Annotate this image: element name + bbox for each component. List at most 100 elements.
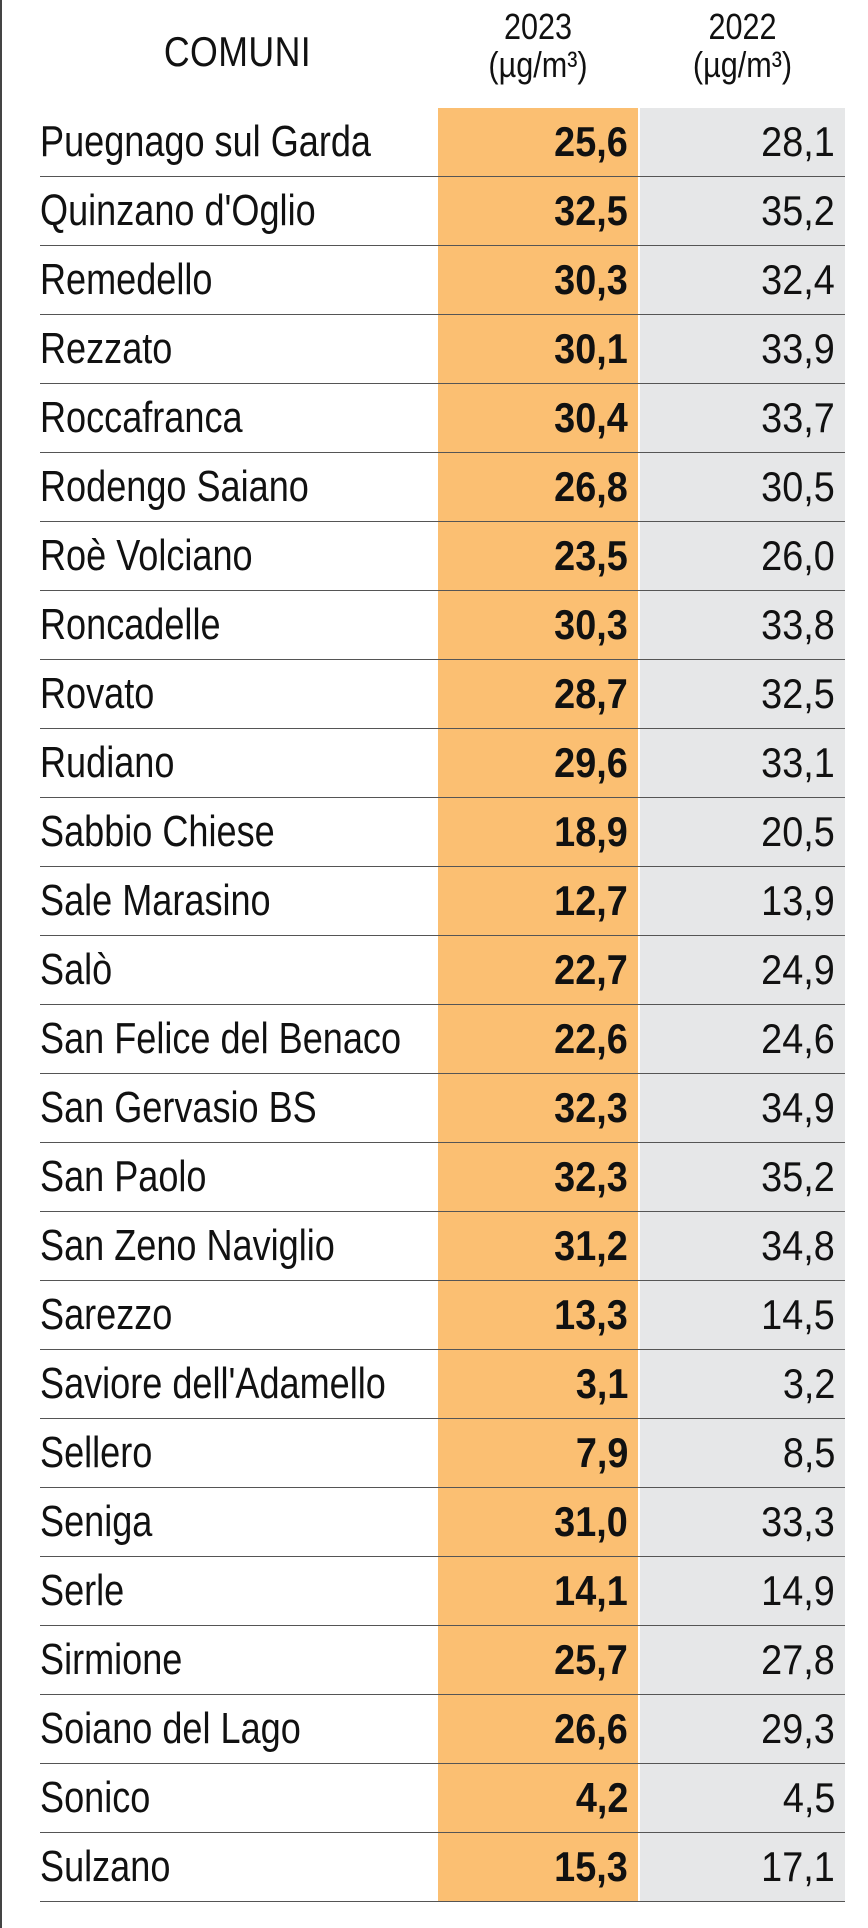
value-2022: 34,8 (640, 1212, 835, 1280)
comune-name: Rezzato (40, 324, 173, 373)
value-2022: 14,9 (640, 1557, 835, 1625)
value-2023-text: 32,5 (554, 187, 628, 234)
comune-name: Sulzano (40, 1842, 171, 1891)
value-2022-text: 14,9 (761, 1567, 835, 1614)
header-2022-unit: (µg/m³) (692, 44, 793, 85)
comune-name: Salò (40, 945, 113, 994)
value-2023-text: 26,6 (554, 1705, 628, 1752)
table-row: Sabbio Chiese 18,9 20,5 (40, 798, 845, 867)
value-2023: 30,3 (438, 246, 628, 314)
value-2023: 22,6 (438, 1005, 628, 1073)
value-2023: 30,1 (438, 315, 628, 383)
comune-name: San Felice del Benaco (40, 1014, 402, 1063)
header-2023-unit: (µg/m³) (488, 44, 588, 85)
table-body: Puegnago sul Garda 25,6 28,1 Quinzano d'Ogl… (40, 108, 845, 1902)
table-row: San Zeno Naviglio 31,2 34,8 (40, 1212, 845, 1281)
value-2023-text: 29,6 (554, 739, 628, 786)
value-2022-text: 33,9 (761, 325, 835, 372)
value-2022: 30,5 (640, 453, 835, 521)
value-2022: 33,3 (640, 1488, 835, 1556)
value-2023-text: 25,7 (554, 1636, 628, 1683)
value-2022: 26,0 (640, 522, 835, 590)
value-2023: 22,7 (438, 936, 628, 1004)
value-2022: 27,8 (640, 1626, 835, 1694)
value-2022: 32,4 (640, 246, 835, 314)
value-2022-text: 13,9 (761, 877, 835, 924)
value-2022-text: 24,9 (761, 946, 835, 993)
value-2023: 32,3 (438, 1143, 628, 1211)
table-row: Quinzano d'Oglio 32,5 35,2 (40, 177, 845, 246)
table-row: San Felice del Benaco 22,6 24,6 (40, 1005, 845, 1074)
value-2022: 24,9 (640, 936, 835, 1004)
table-row: Rezzato 30,1 33,9 (40, 315, 845, 384)
value-2022-text: 35,2 (761, 1153, 835, 1200)
header-2023: 2023 (µg/m³) (438, 8, 638, 84)
value-2022-text: 33,8 (761, 601, 835, 648)
value-2023-text: 7,9 (575, 1429, 628, 1476)
value-2022: 33,8 (640, 591, 835, 659)
value-2023-text: 15,3 (554, 1843, 628, 1890)
table-row: San Paolo 32,3 35,2 (40, 1143, 845, 1212)
value-2023-text: 12,7 (554, 877, 628, 924)
value-2022: 17,1 (640, 1833, 835, 1901)
value-2023: 23,5 (438, 522, 628, 590)
table-row: Serle 14,1 14,9 (40, 1557, 845, 1626)
value-2023: 31,0 (438, 1488, 628, 1556)
value-2022-text: 32,4 (761, 256, 835, 303)
value-2023: 32,3 (438, 1074, 628, 1142)
value-2023: 13,3 (438, 1281, 628, 1349)
table-row: Rodengo Saiano 26,8 30,5 (40, 453, 845, 522)
value-2022-text: 29,3 (761, 1705, 835, 1752)
table-row: Sellero 7,9 8,5 (40, 1419, 845, 1488)
value-2022-text: 27,8 (761, 1636, 835, 1683)
value-2023-text: 30,3 (554, 256, 628, 303)
comune-name: Sirmione (40, 1635, 183, 1684)
table-row: Sulzano 15,3 17,1 (40, 1833, 845, 1902)
header-comuni: COMUNI (163, 28, 312, 75)
value-2022: 29,3 (640, 1695, 835, 1763)
value-2022-text: 30,5 (761, 463, 835, 510)
table-row: San Gervasio BS 32,3 34,9 (40, 1074, 845, 1143)
comune-name: Rudiano (40, 738, 175, 787)
value-2023: 26,8 (438, 453, 628, 521)
value-2022: 13,9 (640, 867, 835, 935)
table-row: Remedello 30,3 32,4 (40, 246, 845, 315)
comune-name: Saviore dell'Adamello (40, 1359, 386, 1408)
comune-name: Soiano del Lago (40, 1704, 301, 1753)
value-2022-text: 34,8 (761, 1222, 835, 1269)
comune-name: Roccafranca (40, 393, 243, 442)
table-row: Sarezzo 13,3 14,5 (40, 1281, 845, 1350)
value-2022: 33,1 (640, 729, 835, 797)
value-2023: 28,7 (438, 660, 628, 728)
comune-name: Serle (40, 1566, 125, 1615)
table-row: Rovato 28,7 32,5 (40, 660, 845, 729)
value-2022-text: 28,1 (761, 118, 835, 165)
table-header: COMUNI 2023 (µg/m³) 2022 (µg/m³) (0, 0, 868, 108)
value-2023: 31,2 (438, 1212, 628, 1280)
value-2022-text: 17,1 (761, 1843, 835, 1890)
comune-name: San Zeno Naviglio (40, 1221, 335, 1270)
comune-name: Sale Marasino (40, 876, 271, 925)
table-row: Sirmione 25,7 27,8 (40, 1626, 845, 1695)
value-2022: 3,2 (640, 1350, 835, 1418)
value-2023: 32,5 (438, 177, 628, 245)
value-2022-text: 35,2 (761, 187, 835, 234)
value-2023: 15,3 (438, 1833, 628, 1901)
value-2022: 33,7 (640, 384, 835, 452)
value-2023-text: 32,3 (554, 1153, 628, 1200)
value-2023-text: 4,2 (575, 1774, 628, 1821)
value-2023-text: 25,6 (554, 118, 628, 165)
value-2022-text: 8,5 (782, 1429, 835, 1476)
value-2022: 28,1 (640, 108, 835, 176)
comune-name: Sarezzo (40, 1290, 173, 1339)
value-2023-text: 30,3 (554, 601, 628, 648)
value-2022: 4,5 (640, 1764, 835, 1832)
value-2022-text: 34,9 (761, 1084, 835, 1131)
value-2023: 25,6 (438, 108, 628, 176)
value-2023-text: 26,8 (554, 463, 628, 510)
value-2022-text: 33,1 (761, 739, 835, 786)
value-2022: 35,2 (640, 177, 835, 245)
comune-name: Rodengo Saiano (40, 462, 309, 511)
value-2022-text: 24,6 (761, 1015, 835, 1062)
column-2022-background (640, 108, 845, 1902)
